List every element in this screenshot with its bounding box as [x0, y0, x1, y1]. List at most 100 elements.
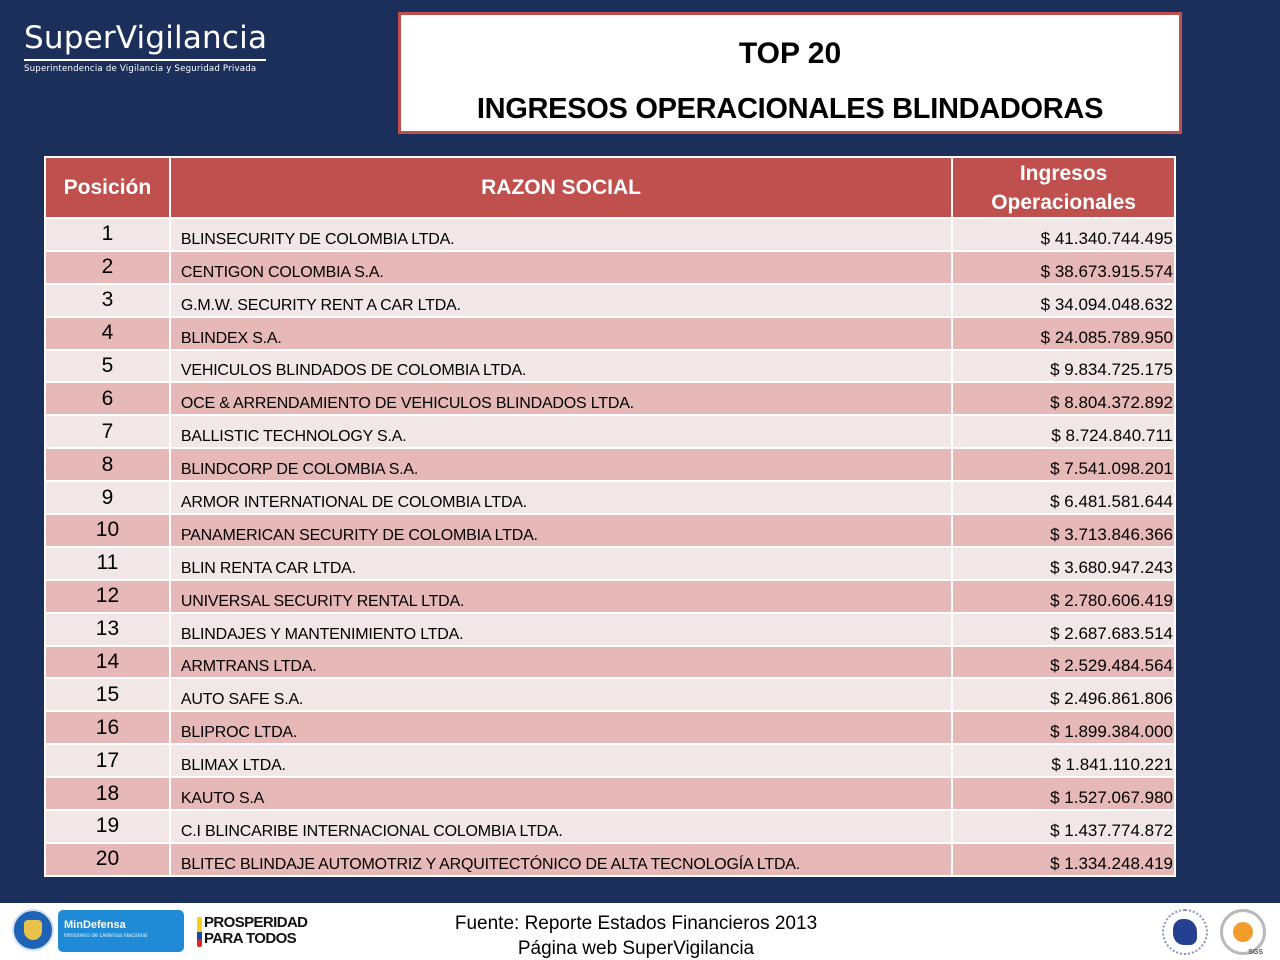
table-row: 18 KAUTO S.A $ 1.527.067.980 [44, 776, 1176, 812]
sgs-certification-icon: SGS [1220, 909, 1266, 956]
razon-social-cell: PANAMERICAN SECURITY DE COLOMBIA LTDA. [168, 513, 954, 548]
position-cell: 3 [44, 282, 171, 318]
ingresos-cell: $ 24.085.789.950 [951, 315, 1176, 351]
table-row: 20 BLITEC BLINDAJE AUTOMOTRIZ Y ARQUITECT… [44, 841, 1176, 877]
razon-social-cell: ARMTRANS LTDA. [168, 644, 954, 680]
razon-social-cell: VEHICULOS BLINDADOS DE COLOMBIA LTDA. [168, 348, 954, 384]
page-title: INGRESOS OPERACIONALES BLINDADORAS [476, 93, 1104, 125]
header-position: Posición [44, 156, 171, 219]
ranking-table: Posición RAZON SOCIAL Ingresos Operacion… [44, 156, 1176, 877]
table-row: 17 BLIMAX LTDA. $ 1.841.110.221 [44, 743, 1176, 779]
position-cell: 4 [44, 315, 171, 351]
table-row: 9 ARMOR INTERNATIONAL DE COLOMBIA LTDA. $ … [44, 480, 1176, 516]
sgs-label: SGS [1248, 949, 1263, 956]
razon-social-cell: G.M.W. SECURITY RENT A CAR LTDA. [168, 282, 954, 318]
source-line2: Página web SuperVigilancia [517, 938, 755, 959]
razon-social-cell: BLIPROC LTDA. [168, 710, 954, 746]
razon-social-cell: OCE & ARRENDAMIENTO DE VEHICULOS BLINDAD… [168, 381, 954, 417]
razon-social-cell: BALLISTIC TECHNOLOGY S.A. [168, 414, 954, 450]
razon-social-cell: CENTIGON COLOMBIA S.A. [168, 249, 954, 285]
table-row: 16 BLIPROC LTDA. $ 1.899.384.000 [44, 710, 1176, 746]
position-cell: 10 [44, 513, 171, 548]
ingresos-cell: $ 8.724.840.711 [951, 414, 1176, 450]
position-cell: 7 [44, 414, 171, 450]
position-cell: 16 [44, 710, 171, 746]
colombia-flag-icon [197, 917, 202, 947]
ingresos-cell: $ 9.834.725.175 [951, 348, 1176, 384]
table-row: 3 G.M.W. SECURITY RENT A CAR LTDA. $ 34.09… [44, 282, 1176, 318]
position-cell: 14 [44, 644, 171, 680]
position-cell: 20 [44, 841, 171, 877]
header-ingresos-line1: Ingresos [1019, 161, 1108, 185]
title-box: TOP 20 INGRESOS OPERACIONALES BLINDADORA… [398, 12, 1182, 134]
table-row: 12 UNIVERSAL SECURITY RENTAL LTDA. $ 2.780… [44, 578, 1176, 614]
logo-title: SuperVigilancia [24, 20, 268, 56]
ingresos-cell: $ 1.334.248.419 [951, 841, 1176, 877]
colombia-coat-of-arms-icon [12, 909, 54, 951]
prosperidad-line2: PARA TODOS [204, 930, 297, 947]
ingresos-cell: $ 1.841.110.221 [951, 743, 1176, 779]
position-cell: 8 [44, 447, 171, 483]
table-row: 15 AUTO SAFE S.A. $ 2.496.861.806 [44, 677, 1176, 713]
ingresos-cell: $ 6.481.581.644 [951, 480, 1176, 516]
position-cell: 12 [44, 578, 171, 614]
ingresos-cell: $ 1.899.384.000 [951, 710, 1176, 746]
certification-seal-icon [1162, 909, 1208, 955]
header-razon-social: RAZON SOCIAL [168, 156, 954, 219]
ingresos-cell: $ 3.680.947.243 [951, 545, 1176, 581]
table-row: 11 BLIN RENTA CAR LTDA. $ 3.680.947.243 [44, 545, 1176, 581]
table-row: 14 ARMTRANS LTDA. $ 2.529.484.564 [44, 644, 1176, 680]
table-row: 2 CENTIGON COLOMBIA S.A. $ 38.673.915.574 [44, 249, 1176, 285]
position-cell: 2 [44, 249, 171, 285]
position-cell: 19 [44, 809, 171, 844]
mindefensa-logo: MinDefensa Ministerio de Defensa Naciona… [58, 910, 184, 952]
ingresos-cell: $ 38.673.915.574 [951, 249, 1176, 285]
ingresos-cell: $ 7.541.098.201 [951, 447, 1176, 483]
table-row: 19 C.I BLINCARIBE INTERNACIONAL COLOMBIA … [44, 809, 1176, 844]
razon-social-cell: BLIN RENTA CAR LTDA. [168, 545, 954, 581]
mindefensa-subtitle: Ministerio de Defensa Nacional [64, 933, 148, 939]
table-header-row: Posición RAZON SOCIAL Ingresos Operacion… [44, 156, 1176, 219]
table-row: 7 BALLISTIC TECHNOLOGY S.A. $ 8.724.840.71… [44, 414, 1176, 450]
source-note: Fuente: Reporte Estados Financieros 2013… [436, 911, 836, 960]
table-body: 1 BLINSECURITY DE COLOMBIA LTDA. $ 41.340.… [44, 217, 1176, 877]
header-ingresos-line2: Operacionales [991, 190, 1136, 214]
prosperidad-text: PROSPERIDAD PARA TODOS [204, 915, 308, 947]
logo-subtitle: Superintendencia de Vigilancia y Segurid… [24, 64, 257, 74]
position-cell: 1 [44, 217, 171, 252]
position-cell: 11 [44, 545, 171, 581]
ingresos-cell: $ 2.687.683.514 [951, 611, 1176, 647]
logo-divider [24, 59, 266, 61]
source-line1: Fuente: Reporte Estados Financieros 2013 [454, 913, 818, 934]
prosperidad-logo: PROSPERIDAD PARA TODOS [197, 915, 308, 949]
title-top: TOP 20 [738, 37, 842, 70]
position-cell: 13 [44, 611, 171, 647]
razon-social-cell: BLINDCORP DE COLOMBIA S.A. [168, 447, 954, 483]
razon-social-cell: C.I BLINCARIBE INTERNACIONAL COLOMBIA LT… [168, 809, 954, 844]
ingresos-cell: $ 2.496.861.806 [951, 677, 1176, 713]
table-row: 8 BLINDCORP DE COLOMBIA S.A. $ 7.541.098.2… [44, 447, 1176, 483]
supervigilancia-logo: SuperVigilancia Superintendencia de Vigi… [24, 20, 268, 74]
footer: MinDefensa Ministerio de Defensa Naciona… [0, 903, 1280, 960]
position-cell: 18 [44, 776, 171, 812]
razon-social-cell: AUTO SAFE S.A. [168, 677, 954, 713]
position-cell: 15 [44, 677, 171, 713]
slide-background: SuperVigilancia Superintendencia de Vigi… [0, 0, 1280, 903]
razon-social-cell: BLINDEX S.A. [168, 315, 954, 351]
razon-social-cell: BLINSECURITY DE COLOMBIA LTDA. [168, 217, 954, 252]
table-row: 10 PANAMERICAN SECURITY DE COLOMBIA LTDA.… [44, 513, 1176, 548]
ingresos-cell: $ 2.529.484.564 [951, 644, 1176, 680]
ingresos-cell: $ 1.527.067.980 [951, 776, 1176, 812]
razon-social-cell: BLINDAJES Y MANTENIMIENTO LTDA. [168, 611, 954, 647]
razon-social-cell: KAUTO S.A [168, 776, 954, 812]
position-cell: 6 [44, 381, 171, 417]
ingresos-cell: $ 34.094.048.632 [951, 282, 1176, 318]
razon-social-cell: BLITEC BLINDAJE AUTOMOTRIZ Y ARQUITECTÓN… [168, 841, 954, 877]
header-ingresos: Ingresos Operacionales [951, 156, 1176, 219]
ingresos-cell: $ 1.437.774.872 [951, 809, 1176, 844]
table-row: 1 BLINSECURITY DE COLOMBIA LTDA. $ 41.340.… [44, 217, 1176, 252]
table-row: 5 VEHICULOS BLINDADOS DE COLOMBIA LTDA. $ … [44, 348, 1176, 384]
position-cell: 5 [44, 348, 171, 384]
table-row: 13 BLINDAJES Y MANTENIMIENTO LTDA. $ 2.687… [44, 611, 1176, 647]
table-row: 4 BLINDEX S.A. $ 24.085.789.950 [44, 315, 1176, 351]
